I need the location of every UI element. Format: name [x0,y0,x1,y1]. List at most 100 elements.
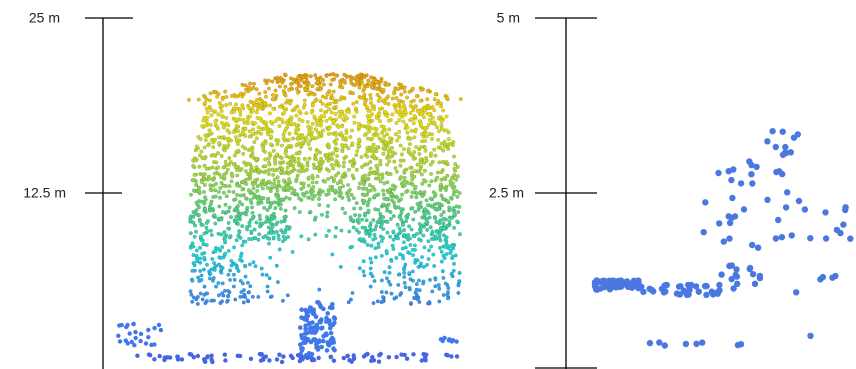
point [202,94,206,98]
point [662,342,668,348]
point [456,175,460,179]
point [296,174,300,178]
point [391,113,395,117]
point [381,173,385,177]
point [364,232,368,236]
point [238,354,242,358]
point [343,211,347,215]
point [350,193,354,197]
point [793,289,799,295]
point [305,356,309,360]
point [262,141,266,145]
point [314,158,318,162]
point [297,133,301,137]
point [275,201,279,205]
points-left [116,72,463,364]
point [409,137,413,141]
point [352,226,356,230]
point [331,157,335,161]
point [308,326,313,331]
point [380,138,384,142]
point [203,146,207,150]
point [241,188,245,192]
point [314,233,318,237]
point [205,292,209,296]
point [202,119,206,123]
point [325,215,329,219]
point [258,92,262,96]
point [420,133,424,137]
scale-label: 2.5 m [489,185,524,201]
point [447,137,451,141]
point [266,290,270,294]
point [395,121,399,125]
point [446,290,450,294]
point [275,194,279,198]
point [311,197,315,201]
point [328,117,332,121]
point [307,184,311,188]
point [399,218,403,222]
point [300,144,304,148]
point [640,289,646,295]
point [216,166,220,170]
point [204,198,208,202]
point [372,301,376,305]
point [216,151,220,155]
point [412,218,416,222]
point [230,94,234,98]
point [270,295,274,299]
point [388,235,392,239]
point [339,98,343,102]
point [232,110,236,114]
point [385,291,389,295]
point [324,331,329,336]
point [427,240,431,244]
point [424,156,428,160]
point [305,191,309,195]
point [373,233,377,237]
point [200,278,204,282]
point [440,119,444,123]
point [230,264,234,268]
point [446,199,450,203]
point [210,268,214,272]
point [306,196,310,200]
point [390,259,394,263]
point [440,127,444,131]
point [422,178,426,182]
point [245,225,249,229]
point [131,322,135,326]
point [365,155,369,159]
point [239,295,243,299]
point [842,204,848,210]
point [282,136,286,140]
point [234,95,238,99]
point [264,164,268,168]
point [258,217,262,221]
point [363,240,367,244]
point [257,168,261,172]
point [228,102,232,106]
point [228,278,232,282]
scale-bar-right: 5 m 2.5 m [489,10,597,369]
point [450,176,454,180]
point [370,261,374,265]
point [421,182,425,186]
point [217,281,221,285]
point [311,104,315,108]
point [425,135,429,139]
point [238,110,242,114]
point [429,172,433,176]
point [440,204,444,208]
point [379,212,383,216]
point [366,177,370,181]
point [389,172,393,176]
point [253,228,257,232]
point [452,226,456,230]
point [248,82,252,86]
point [168,355,172,359]
point [413,210,417,214]
point [788,149,794,155]
point [291,250,295,254]
